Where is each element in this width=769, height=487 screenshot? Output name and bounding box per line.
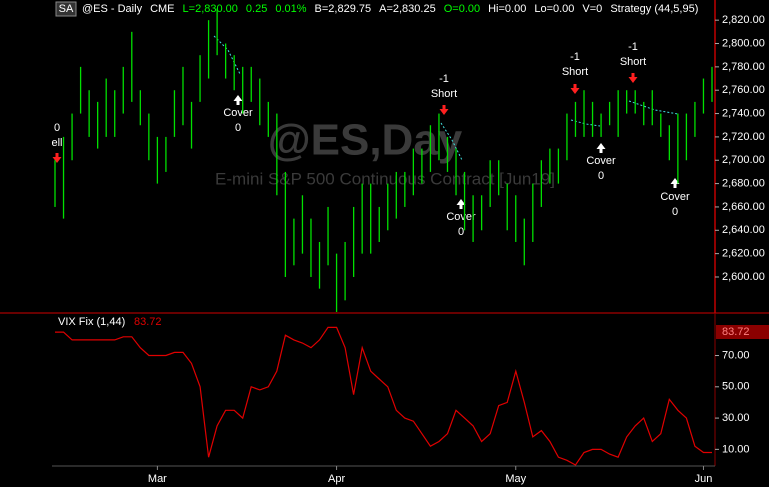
last-value-label: 83.72 — [722, 326, 750, 338]
trade-line — [213, 35, 241, 75]
indicator-value: 83.72 — [134, 316, 162, 328]
x-tick-label: May — [505, 473, 526, 485]
annotation-text: 0 — [598, 170, 604, 182]
annotation-text: Short — [620, 56, 646, 68]
header: @ES - Daily CME L=2,830.00 0.25 0.01% B=2,829… — [82, 3, 698, 15]
header-item: Strategy (44,5,95) — [610, 3, 698, 15]
annotation-arrow — [439, 105, 449, 115]
x-tick-label: Mar — [148, 473, 167, 485]
header-item: Hi=0.00 — [488, 3, 526, 15]
header-item: @ES - Daily — [82, 3, 143, 15]
y-tick-label: 2,760.00 — [722, 84, 765, 96]
annotation-arrow — [670, 178, 680, 188]
y-tick-label: 2,740.00 — [722, 107, 765, 119]
annotation-text: Short — [562, 66, 588, 78]
watermark-description: E-mini S&P 500 Continuous Contract [Jun1… — [215, 169, 555, 188]
y-tick-label: 10.00 — [722, 443, 750, 455]
y-tick-label: 2,680.00 — [722, 178, 765, 190]
y-tick-label: 30.00 — [722, 412, 750, 424]
annotation-text: Cover — [586, 155, 616, 167]
header-item: V=0 — [582, 3, 602, 15]
header-item: 0.01% — [275, 3, 306, 15]
indicator-name: VIX Fix (1,44) — [58, 316, 125, 328]
y-tick-label: 70.00 — [722, 349, 750, 361]
annotation-arrow — [570, 84, 580, 94]
y-tick-label: 2,620.00 — [722, 248, 765, 260]
x-tick-label: Jun — [695, 473, 713, 485]
y-tick-label: 2,800.00 — [722, 37, 765, 49]
symbol-box[interactable] — [55, 1, 77, 17]
annotation-text: Cover — [223, 107, 253, 119]
header-item: Lo=0.00 — [534, 3, 574, 15]
annotation-text: -1 — [570, 51, 580, 63]
header-item: B=2,829.75 — [315, 3, 372, 15]
y-tick-label: 2,700.00 — [722, 154, 765, 166]
y-tick-label: 50.00 — [722, 381, 750, 393]
trade-line — [628, 100, 679, 115]
annotations: 0 ell Cover 0 -1 Short Cover 0 -1 Short Cover 0 -1 Sh… — [51, 35, 690, 238]
indicator-line — [55, 326, 712, 466]
x-tick-label: Apr — [328, 473, 345, 485]
annotation-arrow — [52, 153, 62, 163]
annotation-text: 0 — [235, 122, 241, 134]
header-item: CME — [150, 3, 174, 15]
header-item: L=2,830.00 — [183, 3, 238, 15]
annotation-text: 0 — [672, 206, 678, 218]
header-item: 0.25 — [246, 3, 267, 15]
y-tick-label: 2,780.00 — [722, 61, 765, 73]
annotation-text: -1 — [439, 73, 449, 85]
y-tick-label: 2,640.00 — [722, 224, 765, 236]
annotation-text: ell — [51, 137, 62, 149]
annotation-text: Cover — [660, 191, 690, 203]
y-tick-label: 2,720.00 — [722, 131, 765, 143]
annotation-arrow — [233, 95, 243, 105]
annotation-text: Short — [431, 88, 457, 100]
watermark-symbol: @ES,Day — [268, 116, 463, 165]
header-item: A=2,830.25 — [379, 3, 436, 15]
annotation-text: 0 — [54, 122, 60, 134]
last-value-box — [716, 325, 769, 339]
annotation-arrow — [596, 143, 606, 153]
symbol-box-label[interactable]: SA — [59, 3, 74, 15]
y-tick-label: 2,600.00 — [722, 271, 765, 283]
trade-line — [440, 122, 463, 161]
y-tick-label: 2,820.00 — [722, 14, 765, 26]
annotation-text: -1 — [628, 41, 638, 53]
annotation-text: Cover — [446, 211, 476, 223]
y-tick-label: 2,660.00 — [722, 201, 765, 213]
header-item: O=0.00 — [444, 3, 480, 15]
annotation-arrow — [456, 199, 466, 209]
annotation-arrow — [628, 73, 638, 83]
annotation-text: 0 — [458, 226, 464, 238]
